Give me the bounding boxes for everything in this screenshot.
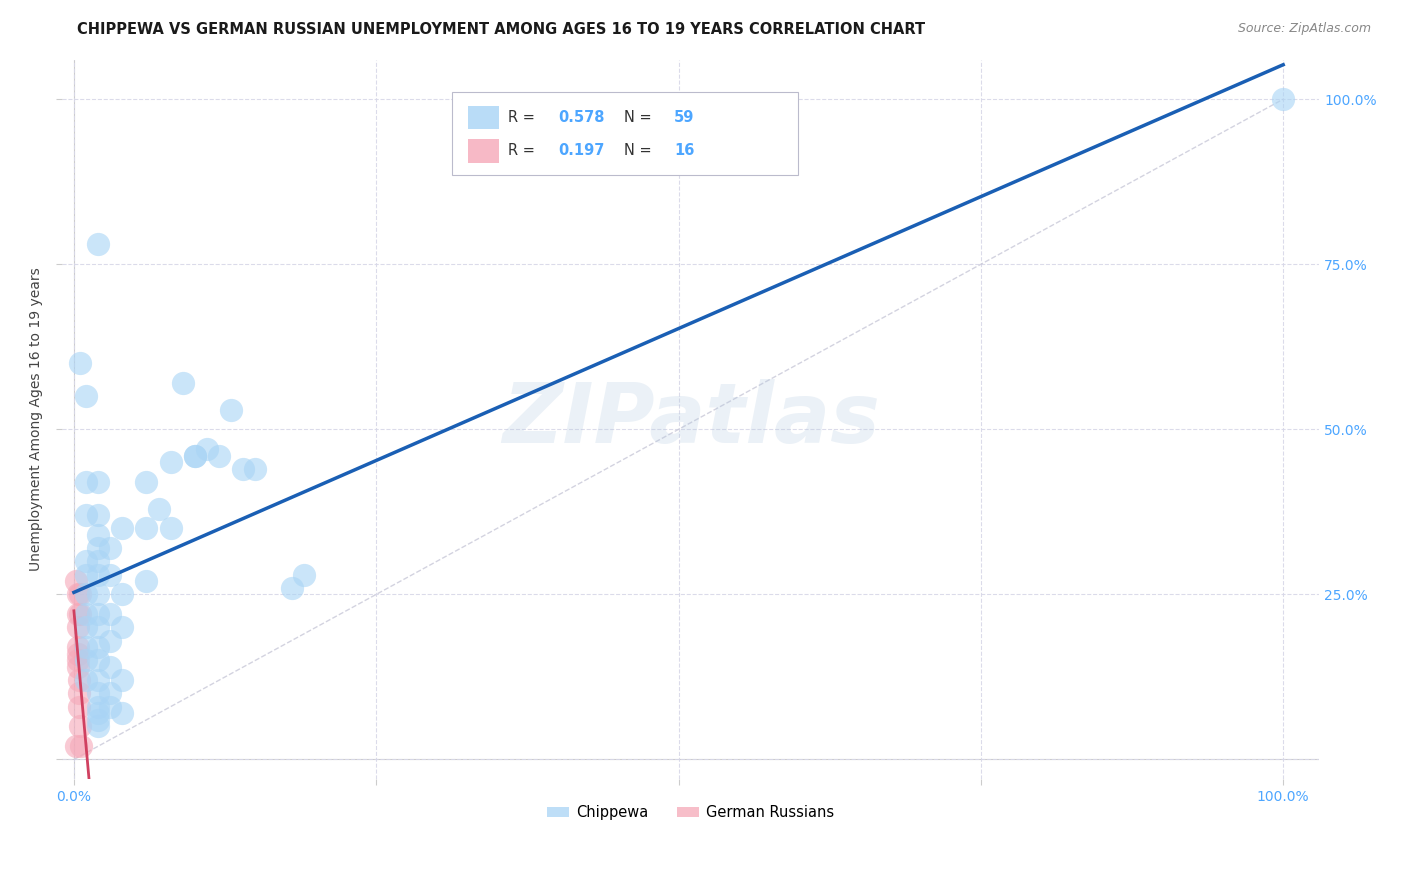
- Point: [87, 528, 110, 542]
- Point: [75, 653, 97, 667]
- Point: [111, 620, 134, 634]
- Point: [87, 475, 110, 490]
- Point: [69, 607, 91, 622]
- Point: [69, 587, 91, 601]
- Point: [135, 475, 157, 490]
- Point: [87, 237, 110, 252]
- Point: [87, 587, 110, 601]
- Point: [111, 521, 134, 535]
- Point: [292, 567, 315, 582]
- Point: [87, 673, 110, 688]
- Point: [87, 607, 110, 622]
- Point: [87, 640, 110, 655]
- Point: [135, 574, 157, 589]
- Point: [75, 607, 97, 622]
- Point: [87, 706, 110, 721]
- Point: [65, 574, 87, 589]
- Point: [66, 587, 89, 601]
- Text: N =: N =: [624, 143, 657, 158]
- Point: [280, 581, 302, 595]
- Point: [87, 653, 110, 667]
- Point: [65, 739, 87, 754]
- FancyBboxPatch shape: [468, 105, 499, 129]
- Point: [87, 713, 110, 727]
- Point: [87, 686, 110, 700]
- Text: 16: 16: [675, 143, 695, 158]
- Point: [75, 620, 97, 634]
- Point: [111, 706, 134, 721]
- Point: [66, 660, 89, 674]
- Point: [69, 719, 91, 733]
- Point: [111, 673, 134, 688]
- Point: [69, 356, 91, 370]
- Point: [98, 607, 121, 622]
- Text: 59: 59: [675, 110, 695, 125]
- Point: [87, 719, 110, 733]
- FancyBboxPatch shape: [451, 92, 797, 175]
- Point: [67, 673, 90, 688]
- Point: [98, 660, 121, 674]
- Point: [135, 521, 157, 535]
- Point: [66, 620, 89, 634]
- Point: [87, 699, 110, 714]
- Text: ZIPatlas: ZIPatlas: [502, 379, 880, 460]
- Point: [195, 442, 218, 457]
- Point: [66, 647, 89, 661]
- Point: [67, 699, 90, 714]
- Point: [219, 402, 242, 417]
- Point: [98, 686, 121, 700]
- Text: Source: ZipAtlas.com: Source: ZipAtlas.com: [1237, 22, 1371, 36]
- Text: CHIPPEWA VS GERMAN RUSSIAN UNEMPLOYMENT AMONG AGES 16 TO 19 YEARS CORRELATION CH: CHIPPEWA VS GERMAN RUSSIAN UNEMPLOYMENT …: [77, 22, 925, 37]
- Point: [75, 389, 97, 403]
- Point: [159, 521, 181, 535]
- Point: [111, 587, 134, 601]
- Point: [245, 462, 267, 476]
- Point: [75, 554, 97, 568]
- Point: [184, 449, 207, 463]
- Point: [75, 673, 97, 688]
- Point: [98, 633, 121, 648]
- Point: [66, 653, 89, 667]
- Point: [66, 607, 89, 622]
- Point: [159, 455, 181, 469]
- Point: [67, 686, 90, 700]
- Point: [75, 640, 97, 655]
- Y-axis label: Unemployment Among Ages 16 to 19 years: Unemployment Among Ages 16 to 19 years: [30, 268, 44, 571]
- Point: [75, 475, 97, 490]
- Point: [87, 567, 110, 582]
- Point: [148, 501, 170, 516]
- Point: [232, 462, 254, 476]
- Point: [98, 567, 121, 582]
- Point: [172, 376, 194, 391]
- Point: [66, 640, 89, 655]
- Point: [87, 620, 110, 634]
- Legend: Chippewa, German Russians: Chippewa, German Russians: [541, 799, 841, 826]
- Point: [75, 567, 97, 582]
- Point: [208, 449, 231, 463]
- Point: [70, 739, 93, 754]
- Text: R =: R =: [509, 110, 540, 125]
- Point: [75, 587, 97, 601]
- Text: N =: N =: [624, 110, 657, 125]
- Point: [98, 699, 121, 714]
- Text: 0.197: 0.197: [558, 143, 605, 158]
- Point: [87, 508, 110, 523]
- Point: [87, 554, 110, 568]
- Point: [87, 541, 110, 556]
- Text: 0.578: 0.578: [558, 110, 605, 125]
- Point: [184, 449, 207, 463]
- FancyBboxPatch shape: [468, 139, 499, 162]
- Point: [1272, 92, 1295, 106]
- Point: [75, 508, 97, 523]
- Text: R =: R =: [509, 143, 540, 158]
- Point: [98, 541, 121, 556]
